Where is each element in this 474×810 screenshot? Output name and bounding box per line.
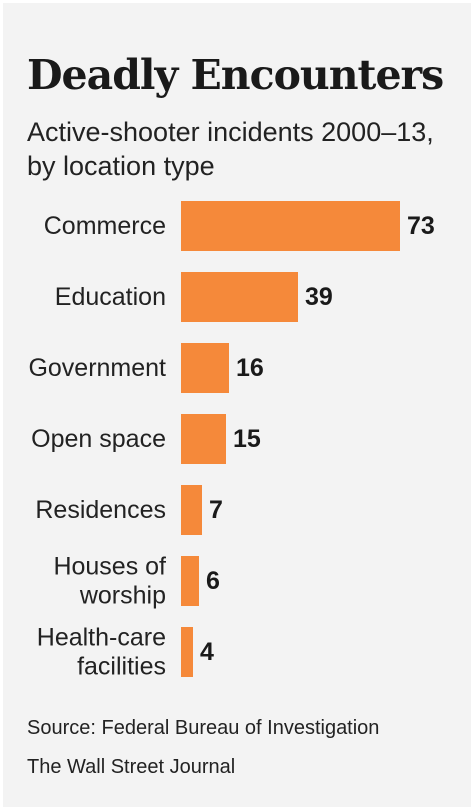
value-label-0: 73	[407, 212, 435, 240]
chart-subtitle: Active-shooter incidents 2000–13, by loc…	[27, 117, 434, 181]
value-label-5: 6	[206, 567, 220, 595]
category-label-1: Education	[55, 283, 166, 311]
category-label-2: Government	[28, 354, 166, 382]
bar-1	[181, 272, 298, 322]
value-label-1: 39	[305, 283, 333, 311]
bar-3	[181, 414, 226, 464]
chart-title: Deadly Encounters	[27, 51, 444, 99]
bar-5	[181, 556, 199, 606]
value-label-2: 16	[236, 354, 264, 382]
value-label-6: 4	[200, 638, 214, 666]
category-label-3: Open space	[31, 425, 166, 453]
value-label-3: 15	[233, 425, 261, 453]
category-label-6: Health-care facilities	[37, 624, 166, 681]
value-label-4: 7	[209, 496, 223, 524]
bar-4	[181, 485, 202, 535]
bar-chart: 73 Commerce 39 Education 16 Government 15 Open …	[28, 201, 435, 681]
bar-0	[181, 201, 400, 251]
category-label-0: Commerce	[44, 212, 166, 240]
source-note: Source: Federal Bureau of Investigation	[27, 717, 380, 739]
category-label-5: Houses of worship	[53, 553, 166, 610]
bar-2	[181, 343, 229, 393]
publisher-credit: The Wall Street Journal	[27, 756, 236, 778]
category-label-4: Residences	[35, 496, 166, 524]
chart-card: Deadly Encounters Active-shooter inciden…	[3, 3, 471, 807]
bar-6	[181, 627, 193, 677]
